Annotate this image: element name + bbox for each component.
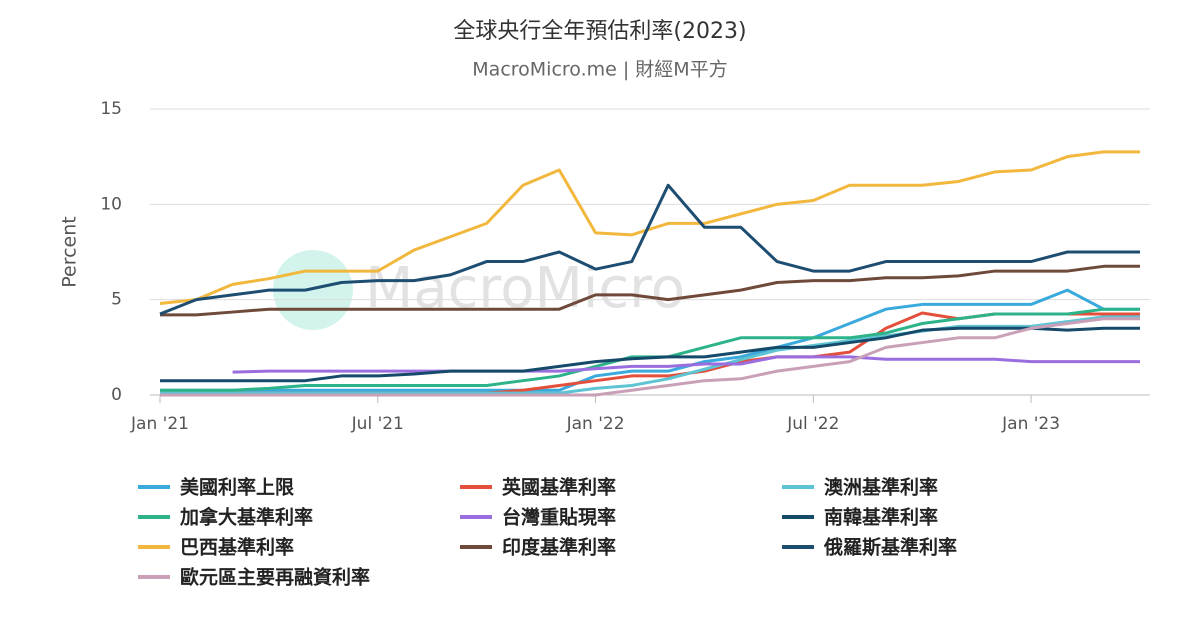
- x-tick-label: Jul '22: [786, 414, 839, 434]
- watermark: MacroMicro: [365, 256, 685, 321]
- series-line: [160, 317, 1140, 397]
- series-line: [160, 326, 1140, 383]
- legend-label: 印度基準利率: [502, 536, 616, 559]
- y-tick-label: 0: [111, 385, 122, 405]
- x-tick-label: Jan '22: [566, 414, 625, 434]
- x-tick-label: Jan '23: [1001, 414, 1060, 434]
- legend-label: 俄羅斯基準利率: [823, 536, 957, 559]
- legend-label: 南韓基準利率: [824, 506, 938, 529]
- legend-label: 歐元區主要再融資利率: [180, 566, 370, 589]
- y-tick-label: 15: [100, 99, 122, 119]
- legend-label: 澳洲基準利率: [824, 476, 938, 499]
- series-line: [232, 355, 1140, 374]
- x-tick-label: Jan '21: [130, 414, 189, 434]
- legend-label: 加拿大基準利率: [179, 506, 313, 529]
- legend-label: 美國利率上限: [180, 476, 294, 499]
- y-tick-label: 10: [100, 194, 122, 214]
- x-tick-label: Jul '21: [351, 414, 404, 434]
- series-line: [160, 315, 1140, 395]
- legend-label: 台灣重貼現率: [502, 506, 616, 529]
- series-line: [160, 288, 1140, 392]
- y-tick-label: 5: [111, 290, 122, 310]
- legend-label: 巴西基準利率: [180, 536, 294, 559]
- series-line: [159, 150, 1140, 305]
- y-axis-title: Percent: [59, 216, 81, 288]
- series-line: [160, 264, 1140, 317]
- chart-title: 全球央行全年預估利率(2023): [453, 19, 746, 44]
- legend-label: 英國基準利率: [502, 476, 616, 499]
- chart-subtitle: MacroMicro.me | 財經M平方: [472, 59, 727, 81]
- series-line: [159, 183, 1140, 316]
